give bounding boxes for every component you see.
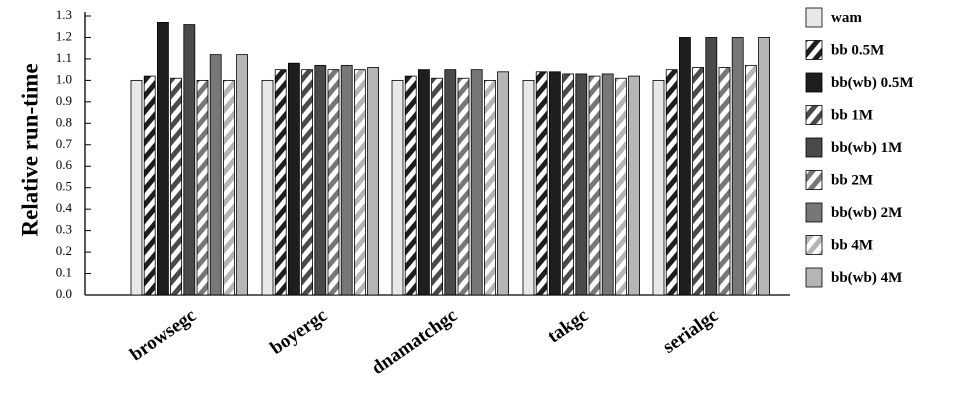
bar-dnamatchgc-bb-wb-1m [444,69,457,296]
legend-item: bb(wb) 1M [805,137,902,158]
bar-takgc-bb-0-5m [535,71,548,296]
bar-browsegc-bb-wb-4m [236,54,249,296]
legend-label: bb 4M [831,237,873,253]
legend-label: bb(wb) 4M [831,270,902,286]
legend-item: bb 4M [805,235,873,255]
legend-item: bb(wb) 4M [805,267,902,288]
y-tick-label: 0.4 [56,200,73,215]
bar-browsegc-bb-wb-2m [209,54,222,296]
y-tick-label: 0.8 [56,114,72,129]
bar-browsegc-wam [130,79,143,296]
category-label-dnamatchgc: dnamatchgc [368,305,461,379]
bar-boyergc-bb-4m [353,69,366,296]
bar-boyergc-bb-2m [327,69,340,296]
legend: wam bb 0.5M bb(wb) 0.5M bb 1M bb(wb) 1M bb 2M… [805,7,914,288]
legend-item: bb 1M [805,105,873,125]
y-tick-label: 0.5 [56,179,72,194]
y-tick-label: 0.1 [56,265,72,280]
bar-dnamatchgc-bb-wb-4m [497,71,510,296]
y-tick-label: 0.9 [56,93,72,108]
legend-swatch [805,105,823,125]
bar-browsegc-bb-0-5m [143,75,156,296]
bar-boyergc-bb-wb-1m [314,64,327,296]
bar-takgc-bb-wb-2m [601,73,614,296]
legend-label: bb 2M [831,172,873,188]
bar-boyergc-bb-wb-4m [367,67,380,296]
bar-browsegc-bb-wb-0-5m [156,22,169,296]
bar-serialgc-bb-1m [692,67,704,296]
legend-swatch [805,170,823,190]
legend-swatch [805,7,823,28]
legend-label: bb 0.5M [831,42,884,58]
y-tick-label: 0.3 [56,222,72,237]
legend-label: bb(wb) 0.5M [831,75,914,91]
bar-boyergc-bb-wb-0-5m [287,62,300,296]
y-tick-label: 1.0 [56,71,72,86]
y-tick-label: 0.2 [56,243,72,258]
category-labels: browsegc boyergc dnamatchgc takgc serialgc [126,305,722,379]
legend-item: bb(wb) 2M [805,202,902,223]
bar-dnamatchgc-bb-4m [483,79,496,296]
bar-browsegc-bb-1m [170,77,183,296]
bar-boyergc-bb-wb-2m [340,64,353,296]
y-tick-label: 0.0 [56,286,72,301]
legend-swatch [805,137,823,158]
y-tick-label: 0.6 [56,157,73,172]
bar-dnamatchgc-bb-2m [457,77,470,296]
bar-dnamatchgc-bb-wb-0-5m [417,69,430,296]
bar-serialgc-bb-wb-2m [731,37,744,296]
bar-serialgc-wam [652,79,665,296]
legend-label: bb(wb) 2M [831,205,902,221]
bar-dnamatchgc-wam [391,79,404,296]
legend-label: bb 1M [831,107,873,123]
bar-serialgc-bb-wb-0-5m [679,37,691,296]
category-label-serialgc: serialgc [659,305,722,358]
y-tick-label: 1.3 [56,7,72,22]
bar-dnamatchgc-bb-1m [431,77,444,296]
bar-takgc-bb-2m [588,75,601,296]
legend-item: bb 0.5M [805,40,884,60]
y-axis-label: Relative run-time [17,63,42,236]
legend-label: wam [831,10,862,26]
bars-layer [130,22,770,296]
category-label-boyergc: boyergc [266,305,331,359]
bar-browsegc-bb-4m [222,79,235,296]
category-label-takgc: takgc [544,305,592,348]
bar-serialgc-bb-wb-1m [705,37,718,296]
bar-takgc-bb-1m [562,73,574,296]
legend-swatch [805,202,823,223]
y-tick-label: 0.7 [56,136,73,151]
bar-dnamatchgc-bb-wb-2m [470,69,483,296]
category-label-browsegc: browsegc [126,305,200,366]
legend-item: bb(wb) 0.5M [805,72,914,93]
bar-takgc-bb-wb-1m [575,73,588,296]
bar-dnamatchgc-bb-0-5m [404,75,417,296]
y-tick-label: 1.1 [56,50,72,65]
bar-browsegc-bb-2m [196,79,209,296]
bar-boyergc-bb-0-5m [274,69,287,296]
y-tick-label: 1.2 [56,28,72,43]
bar-takgc-bb-4m [615,77,627,296]
legend-swatch [805,267,823,288]
bar-boyergc-wam [261,79,274,296]
bar-takgc-bb-wb-0-5m [549,71,561,296]
bar-takgc-bb-wb-4m [628,75,640,296]
bar-serialgc-bb-2m [718,67,731,296]
legend-swatch [805,235,823,255]
bar-serialgc-bb-4m [745,64,757,296]
bar-serialgc-bb-wb-4m [758,37,770,296]
bar-takgc-wam [522,79,535,296]
legend-item: wam [805,7,862,28]
legend-swatch [805,72,823,93]
legend-label: bb(wb) 1M [831,140,902,156]
legend-swatch [805,40,823,60]
legend-item: bb 2M [805,170,873,190]
bar-boyergc-bb-1m [301,69,314,296]
bar-browsegc-bb-wb-1m [183,24,196,296]
bar-serialgc-bb-0-5m [665,69,678,296]
